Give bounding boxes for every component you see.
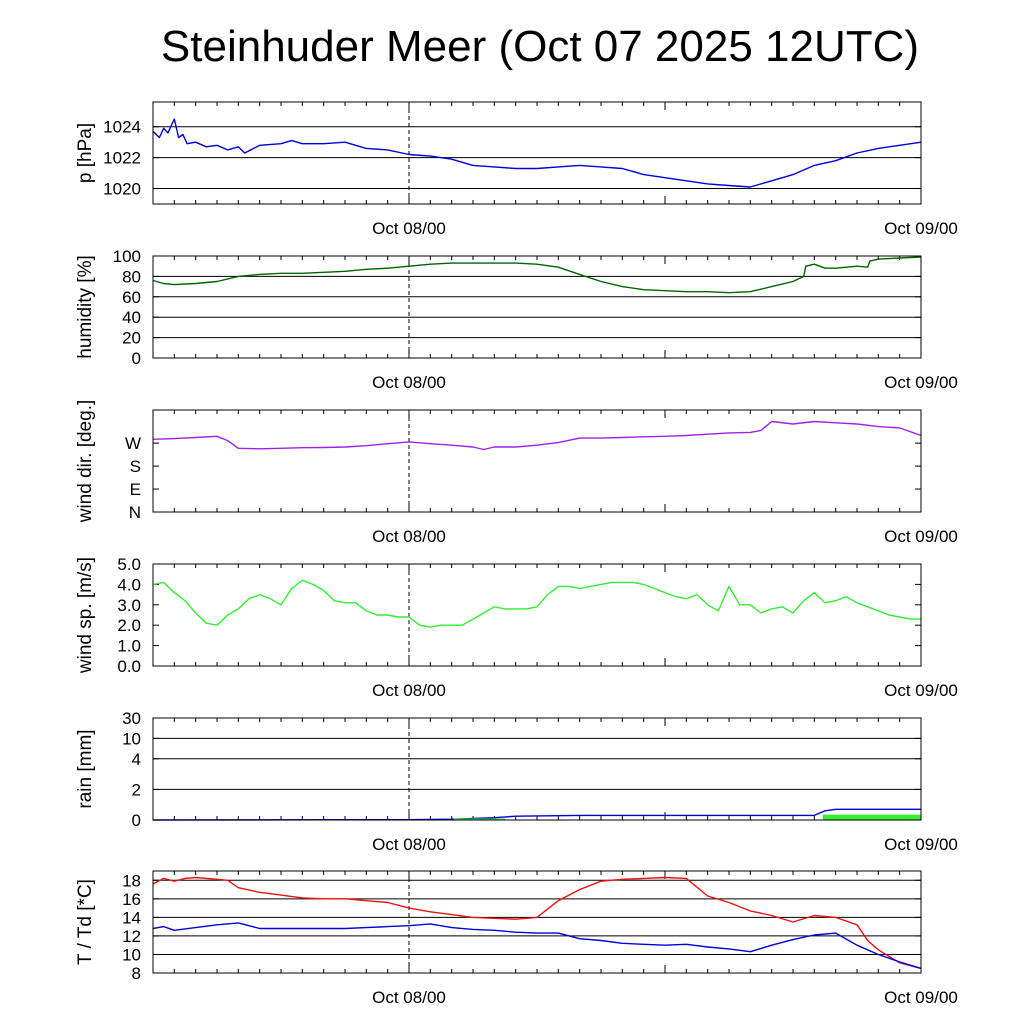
rain-series-0-line (152, 808, 921, 821)
humidity-y-axis-label: humidity [%] (75, 255, 96, 358)
rain-x-tick-label-0: Oct 08/00 (372, 835, 446, 854)
humidity-series-0-line (152, 256, 922, 294)
rain-x-tick-label-1: Oct 09/00 (884, 835, 958, 854)
wind_speed-x-tick-label-1: Oct 09/00 (884, 681, 958, 700)
temperature-x-tick-label-0: Oct 08/00 (372, 988, 446, 1007)
wind_direction-y-tick-label-1: E (130, 480, 141, 499)
rain-y-tick-label-2: 4 (132, 750, 141, 769)
rain-y-tick-label-0: 0 (132, 811, 141, 830)
pressure-y-tick-label-0: 1020 (103, 180, 141, 199)
pressure-y-tick-label-2: 1024 (103, 118, 141, 137)
humidity-y-tick-label-0: 0 (132, 349, 141, 368)
wind_direction-y-tick-label-0: N (129, 503, 141, 522)
wind_direction-x-tick-label-1: Oct 09/00 (884, 527, 958, 546)
pressure-series-0-line (152, 118, 922, 188)
humidity-y-tick-label-3: 60 (122, 288, 141, 307)
humidity-y-tick-label-2: 40 (122, 308, 141, 327)
humidity-x-tick-label-0: Oct 08/00 (372, 373, 446, 392)
temperature-y-tick-label-5: 18 (122, 871, 141, 890)
wind-speed-chart: 0.01.0 2.03.0 4.05.0 wind sp. [m/s] Oct 08/0… (75, 555, 958, 700)
rain-bar-2 (453, 818, 505, 820)
humidity-frame (152, 255, 922, 359)
rain-y-tick-label-4: 30 (122, 709, 141, 728)
wind_direction-y-tick-label-2: S (130, 457, 141, 476)
temperature-series-1-line (152, 922, 922, 970)
temperature-series-0-line (152, 876, 922, 970)
wind_speed-y-tick-label-4: 4.0 (117, 575, 141, 594)
humidity-x-tick-label-1: Oct 09/00 (884, 373, 958, 392)
pressure-chart: 1020 1022 1024 p [hPa] Oct 08/00 Oct 09/00 (75, 101, 958, 238)
temperature-x-tick-label-1: Oct 09/00 (884, 988, 958, 1007)
rain-y-tick-label-1: 2 (132, 780, 141, 799)
rain-y-axis-label: rain [mm] (75, 729, 96, 808)
wind_speed-y-tick-label-1: 1.0 (117, 637, 141, 656)
wind_speed-frame (152, 563, 922, 667)
pressure-y-axis-label: p [hPa] (75, 123, 96, 183)
page-title: Steinhuder Meer (Oct 07 2025 12UTC) (160, 22, 920, 71)
humidity-y-tick-label-5: 100 (113, 247, 141, 266)
temperature-y-tick-label-4: 16 (122, 890, 141, 909)
pressure-x-tick-label-0: Oct 08/00 (372, 219, 446, 238)
humidity-y-tick-label-4: 80 (122, 267, 141, 286)
rain-frame (152, 717, 922, 821)
temperature-y-axis-label: T / Td [*C] (75, 879, 96, 965)
temperature-frame (152, 870, 922, 974)
wind_speed-y-axis-label: wind sp. [m/s] (75, 557, 96, 674)
temperature-y-tick-label-3: 14 (122, 908, 141, 927)
temperature-y-tick-label-0: 8 (132, 964, 141, 983)
wind_direction-frame (152, 409, 922, 513)
wind_speed-y-tick-label-5: 5.0 (117, 555, 141, 574)
pressure-x-tick-label-1: Oct 09/00 (884, 219, 958, 238)
wind_speed-x-tick-label-0: Oct 08/00 (372, 681, 446, 700)
temperature-y-tick-label-1: 10 (122, 945, 141, 964)
temperature-y-tick-label-2: 12 (122, 927, 141, 946)
wind_speed-y-tick-label-3: 3.0 (117, 596, 141, 615)
wind_speed-y-tick-label-2: 2.0 (117, 616, 141, 635)
pressure-y-tick-label-1: 1022 (103, 149, 141, 168)
wind_speed-series-0-line (152, 579, 921, 628)
wind_direction-y-axis-label: wind dir. [deg.] (75, 400, 96, 524)
pressure-frame (152, 101, 922, 205)
wind_speed-y-tick-label-0: 0.0 (117, 657, 141, 676)
rain-y-tick-label-3: 10 (122, 729, 141, 748)
wind_direction-y-tick-label-3: W (125, 434, 141, 453)
humidity-y-tick-label-1: 20 (122, 329, 141, 348)
rain-bar-6 (822, 814, 921, 820)
wind_direction-series-0-line (152, 420, 922, 451)
wind_direction-x-tick-label-0: Oct 08/00 (372, 527, 446, 546)
